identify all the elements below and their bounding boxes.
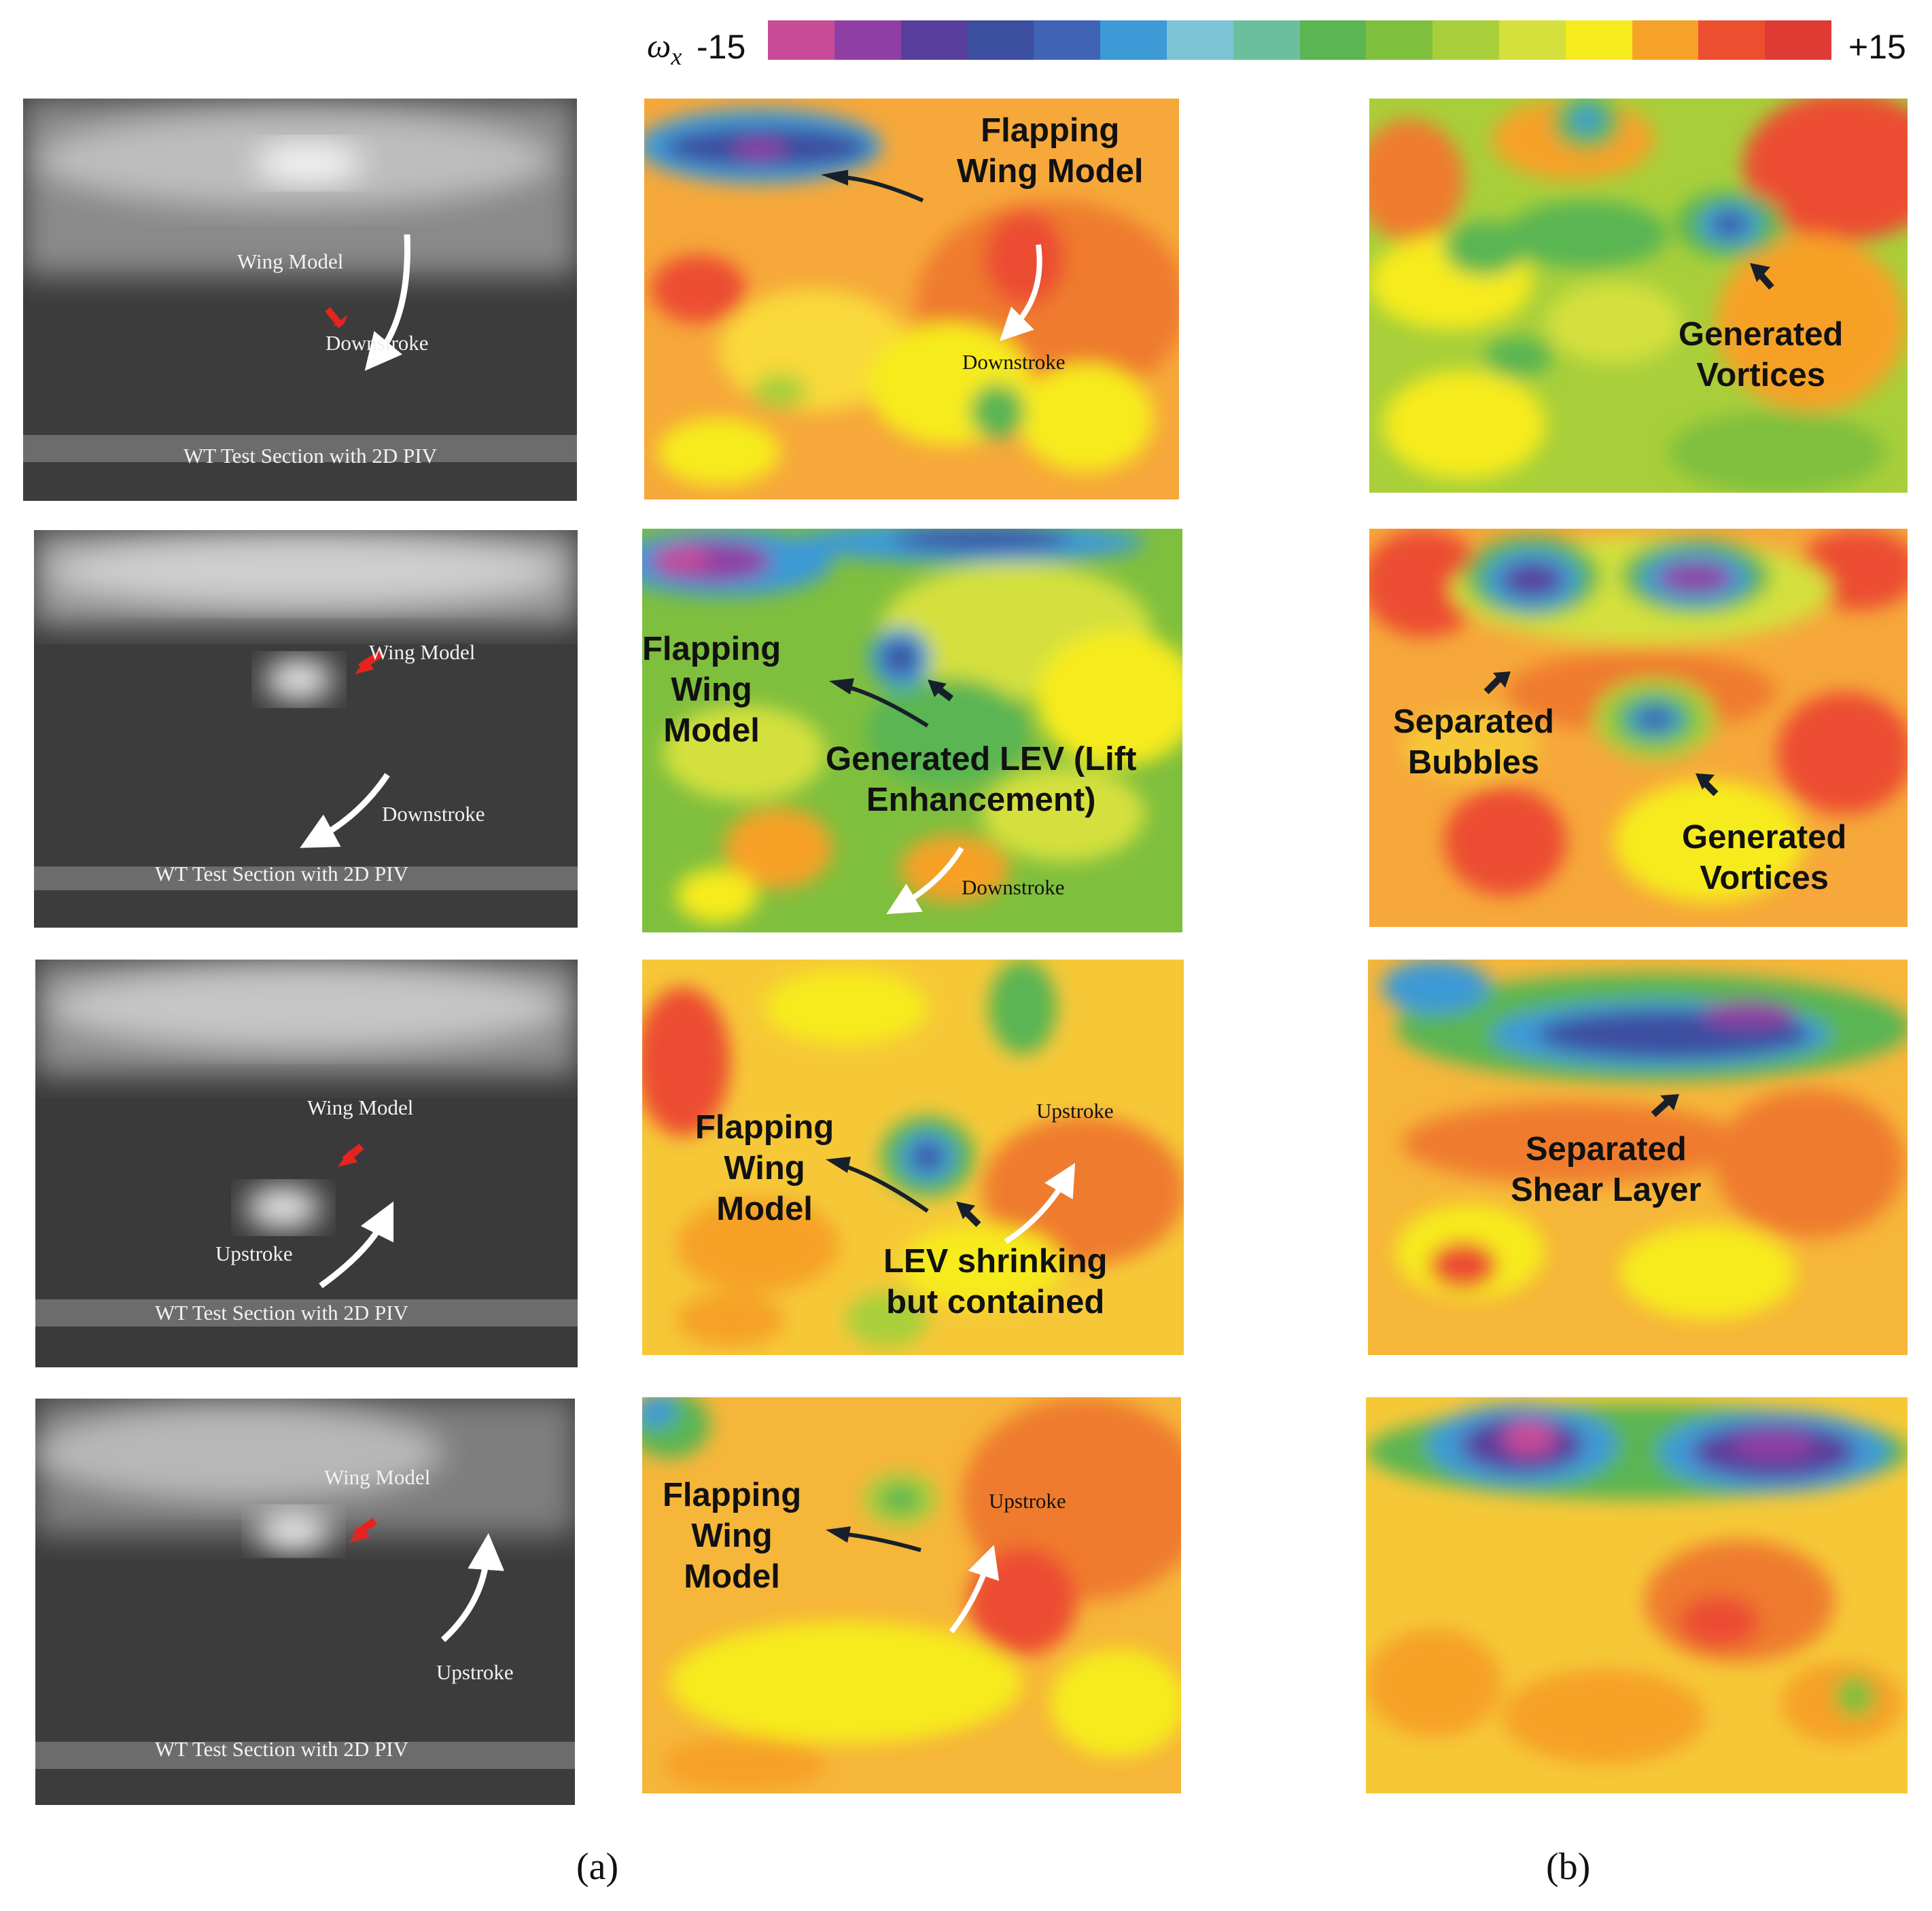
colorbar-cell [768,20,835,60]
colorbar-cell [1632,20,1699,60]
colorbar-cell [1433,20,1499,60]
colorbar-cell [1765,20,1831,60]
colorbar-symbol: ωx [647,26,682,71]
photo-panel-2: Wing Model Downstroke WT Test Section wi… [34,530,578,928]
wing-model-label: Wing Model [307,1095,414,1119]
bubbles-annotation: Separated Bubbles [1393,703,1554,781]
photo-panel-4: Wing Model Upstroke WT Test Section with… [35,1399,575,1805]
stroke-label: Upstroke [989,1489,1066,1513]
piv-b-3-field [1368,960,1908,1355]
model-label: Flapping Wing Model [957,112,1144,190]
colorbar-symbol-text: ωx [647,27,682,70]
colorbar-max-label: +15 [1848,28,1906,66]
photo-panel-1: Wing Model Downstroke WT Test Section wi… [23,99,577,501]
colorbar-cell [1299,20,1367,60]
piv-b-panel-1: Generated Vortices [1369,99,1908,493]
lev-annotation: LEV shrinking but contained [883,1243,1108,1320]
stroke-label: Upstroke [215,1242,293,1265]
piv-a-panel-3: Flapping Wing Model LEV shrinking but co… [642,960,1184,1355]
colorbar-cell [967,20,1034,60]
model-label: Flapping Wing Model [663,1477,802,1595]
section-label: WT Test Section with 2D PIV [155,1737,408,1761]
colorbar-cell [1366,20,1433,60]
photo-3-image [35,960,578,1367]
section-label: WT Test Section with 2D PIV [155,862,408,886]
piv-a-panel-1: Flapping Wing Model Downstroke [644,99,1179,499]
piv-a-1-field [644,99,1179,499]
stroke-label: Downstroke [326,331,429,355]
section-label: WT Test Section with 2D PIV [183,444,437,468]
wing-model-label: Wing Model [237,249,344,273]
photo-panel-3: Wing Model Upstroke WT Test Section with… [35,960,578,1367]
stroke-label: Downstroke [382,802,485,826]
section-label: WT Test Section with 2D PIV [155,1301,408,1325]
model-label: Flapping Wing Model [695,1109,835,1227]
piv-b-4-field [1366,1397,1908,1793]
stroke-label: Downstroke [962,350,1066,374]
colorbar-cell [1498,20,1566,60]
wing-model-label: Wing Model [324,1465,431,1489]
wing-model-label: Wing Model [369,640,476,664]
piv-a-panel-4: Flapping Wing Model Upstroke [642,1397,1181,1793]
colorbar-symbol-subscript: x [671,43,682,70]
colorbar-cell [1565,20,1632,60]
lev-annotation: Generated LEV (Lift Enhancement) [826,741,1137,818]
piv-a-4-field [642,1397,1181,1793]
stroke-label: Upstroke [1036,1099,1114,1123]
colorbar-cell [900,20,968,60]
piv-b-1-field [1369,99,1908,493]
colorbar-cell [834,20,901,60]
piv-b-panel-4 [1366,1397,1908,1793]
piv-b-panel-2: Separated Bubbles Generated Vortices [1369,529,1908,927]
piv-a-3-field [642,960,1184,1355]
piv-b-panel-3: Separated Shear Layer [1368,960,1908,1355]
shear-layer-annotation: Separated Shear Layer [1511,1131,1702,1208]
model-label: Flapping Wing Model [642,631,781,749]
vortices-annotation: Generated Vortices [1679,316,1844,393]
colorbar-cell [1100,20,1167,60]
stroke-label: Downstroke [962,875,1065,899]
photo-1-image [23,99,577,501]
vortices-annotation: Generated Vortices [1682,819,1847,896]
photo-2-image [34,530,578,928]
piv-a-panel-2: Flapping Wing Model Generated LEV (Lift … [642,529,1182,932]
piv-a-2-field [642,529,1182,932]
photo-4-image [35,1399,575,1805]
stroke-label: Upstroke [436,1660,514,1684]
colorbar-min-label: -15 [697,28,746,66]
colorbar-cell [1166,20,1233,60]
piv-b-2-field [1369,529,1908,927]
colorbar-cell [1698,20,1766,60]
subfigure-label-b: (b) [1546,1846,1591,1888]
colorbar-cell [1034,20,1101,60]
colorbar-cell [1233,20,1300,60]
subfigure-label-a: (a) [576,1846,619,1888]
colorbar [768,20,1831,60]
